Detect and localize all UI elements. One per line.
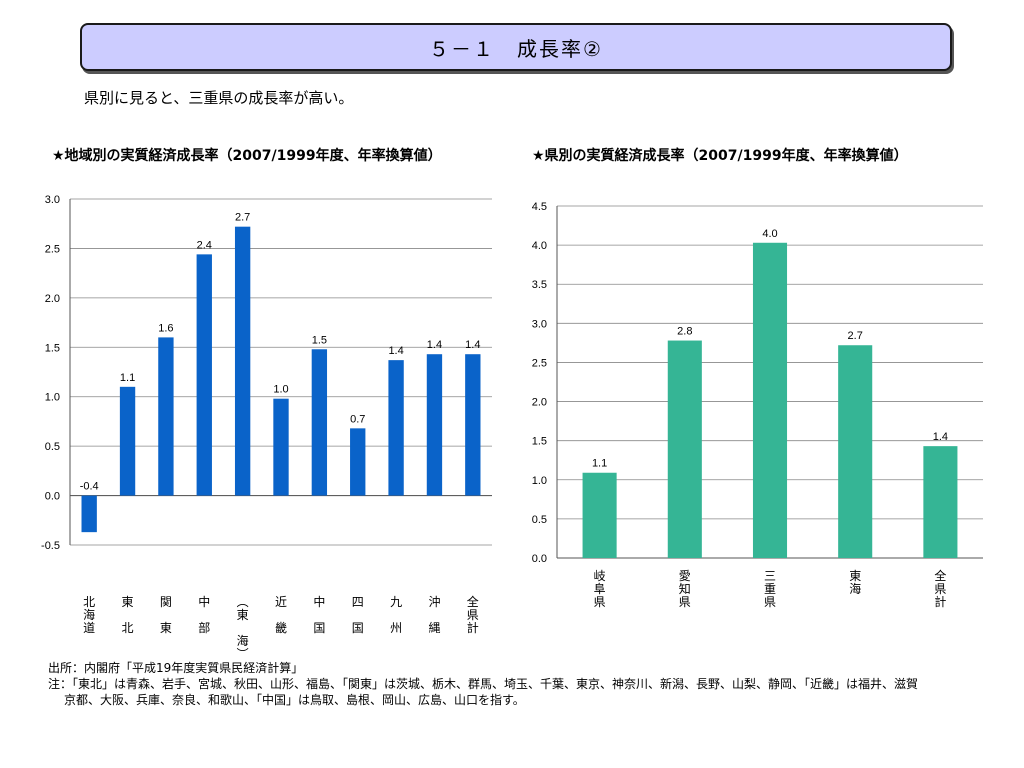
y-tick-label: 0.5 — [45, 441, 60, 453]
left-chart-title: ★地域別の実質経済成長率（2007/1999年度、年率換算値） — [52, 148, 442, 164]
y-tick-label: 2.5 — [45, 243, 60, 255]
category-label: 東北 — [122, 595, 134, 635]
bar — [311, 349, 328, 496]
bar — [426, 354, 443, 496]
y-tick-label: 1.0 — [45, 392, 60, 404]
data-label: 1.5 — [312, 334, 327, 346]
y-tick-label: 0.0 — [45, 491, 60, 503]
category-label: 沖縄 — [428, 595, 440, 635]
category-label: 全県計 — [467, 594, 479, 635]
definition-note-cont: 京都、大阪、兵庫、奈良、和歌山、「中国」は鳥取、島根、岡山、広島、山口を指す。 — [64, 693, 525, 707]
right-chart-title: ★県別の実質経済成長率（2007/1999年度、年率換算値） — [532, 148, 908, 164]
data-label: -0.4 — [80, 481, 99, 493]
bar — [273, 398, 289, 496]
y-tick-label: 2.0 — [45, 293, 60, 305]
category-label: 近畿 — [275, 595, 287, 635]
category-label: 中国 — [313, 594, 325, 635]
category-label: ︵東海︶ — [237, 595, 249, 661]
category-label: 北海道 — [83, 595, 95, 635]
bar — [196, 254, 212, 496]
data-label: 1.0 — [273, 384, 288, 396]
data-label: 0.7 — [350, 413, 365, 425]
data-label: 1.4 — [388, 345, 403, 357]
data-label: 2.4 — [197, 239, 212, 251]
bar — [350, 428, 366, 496]
data-label: 1.1 — [120, 372, 135, 384]
page-title-text: ５－１ 成長率② — [429, 36, 603, 61]
page-title: ５－１ 成長率② — [80, 23, 952, 71]
data-label: 2.7 — [235, 212, 250, 224]
y-tick-label: 1.5 — [45, 342, 60, 354]
bar — [158, 337, 174, 496]
category-label: 九州 — [390, 595, 402, 635]
category-label: 四国 — [352, 595, 364, 635]
category-label: 関東 — [160, 595, 172, 635]
y-tick-label: 3.0 — [45, 194, 60, 206]
data-label: 1.6 — [158, 322, 173, 334]
bar — [465, 354, 481, 496]
bar — [388, 360, 404, 496]
page-subtitle: 県別に見ると、三重県の成長率が高い。 — [84, 89, 354, 107]
footnotes: 出所：内閣府「平成19年度実質県民経済計算」 注：「東北」は青森、岩手、宮城、秋… — [48, 660, 918, 708]
y-tick-label: -0.5 — [41, 540, 60, 552]
bar — [234, 226, 251, 496]
bar — [119, 386, 136, 496]
category-label: 中部 — [198, 594, 210, 635]
source-note: 出所：内閣府「平成19年度実質県民経済計算」 — [48, 661, 304, 675]
data-label: 1.4 — [465, 339, 480, 351]
definition-note: 注：「東北」は青森、岩手、宮城、秋田、山形、福島、「関東」は茨城、栃木、群馬、埼… — [48, 677, 919, 691]
data-label: 1.4 — [427, 339, 442, 351]
bar — [81, 495, 97, 533]
